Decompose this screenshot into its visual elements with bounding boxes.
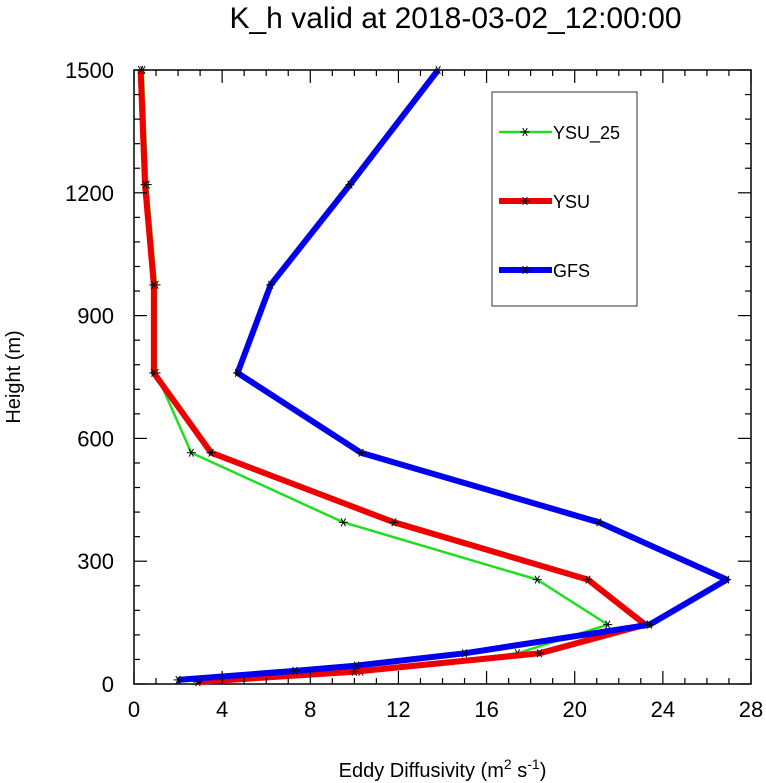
data-point-ysu (149, 368, 159, 378)
data-point-gfs (345, 180, 355, 189)
y-axis: 0 300 600 900 1200 1500 (65, 58, 751, 697)
x-axis-label-sup2: -1 (527, 756, 540, 772)
marker-stroke (522, 196, 528, 206)
plot-border (133, 69, 752, 685)
marker-stroke (151, 280, 157, 290)
marker-stroke (358, 448, 364, 457)
data-point-ysu-25 (603, 620, 613, 629)
x-tick-label: 12 (386, 697, 410, 722)
x-axis: 0 4 8 12 16 20 24 28 (128, 70, 763, 722)
data-point-ysu-25 (186, 448, 196, 457)
legend-marker-ysu (520, 196, 530, 206)
marker-stroke (151, 368, 157, 378)
marker-stroke (522, 127, 528, 137)
x-axis-label-end: ) (540, 760, 547, 782)
data-point-ysu (149, 280, 159, 290)
series-line-gfs (177, 68, 730, 683)
marker-stroke (142, 180, 148, 189)
marker-stroke (724, 575, 730, 584)
x-tick-label: 16 (474, 697, 498, 722)
marker-stroke (234, 368, 241, 378)
data-point-ysu-25 (532, 575, 542, 584)
marker-stroke (340, 518, 347, 527)
marker-stroke (208, 448, 214, 457)
marker-stroke (605, 620, 611, 629)
marker-stroke (353, 661, 360, 670)
data-point-gfs (460, 649, 470, 658)
data-point-gfs (233, 368, 243, 378)
x-tick-label: 28 (739, 697, 763, 722)
data-point-ysu (206, 448, 216, 457)
legend-marker-ysu-25 (520, 127, 530, 137)
marker-stroke (347, 180, 353, 189)
y-tick-label: 1500 (65, 58, 114, 83)
data-point-gfs (290, 666, 300, 676)
marker-stroke (188, 448, 194, 457)
x-tick-label: 4 (216, 697, 228, 722)
data-point-gfs (433, 65, 443, 75)
marker-stroke (351, 667, 358, 676)
x-axis-label: Eddy Diffusivity (m2 s-1) (339, 756, 547, 782)
y-tick-label: 300 (77, 549, 114, 574)
data-point-gfs (266, 280, 276, 290)
data-point-gfs (594, 518, 604, 527)
legend-marker-gfs (520, 265, 530, 275)
legend-label-gfs: GFS (553, 261, 590, 281)
marker-stroke (534, 575, 540, 584)
data-point-ysu (534, 649, 544, 658)
data-point-gfs (722, 575, 732, 584)
marker-stroke (435, 65, 441, 75)
data-point-gfs (645, 620, 655, 629)
marker-stroke (522, 265, 528, 275)
data-point-ysu (349, 667, 359, 676)
marker-stroke (461, 649, 468, 658)
marker-stroke (585, 575, 591, 584)
x-axis-label-sup1: 2 (504, 756, 512, 772)
x-axis-label-mid: s (512, 760, 528, 782)
chart-title: K_h valid at 2018-03-02_12:00:00 (229, 2, 681, 35)
legend-label-ysu: YSU (553, 192, 590, 212)
legend: YSU_25 YSU GFS (491, 91, 638, 307)
marker-stroke (292, 666, 298, 676)
data-point-ysu (389, 518, 399, 527)
data-point-ysu (583, 575, 593, 584)
marker-stroke (536, 649, 543, 658)
y-tick-label: 900 (77, 304, 114, 329)
y-tick-label: 1200 (65, 181, 114, 206)
y-tick-label: 600 (77, 426, 114, 451)
x-tick-label: 20 (562, 697, 586, 722)
data-point-gfs (356, 448, 366, 457)
marker-stroke (646, 620, 653, 629)
marker-stroke (596, 518, 602, 527)
y-tick-label: 0 (102, 672, 114, 697)
marker-stroke (267, 280, 274, 290)
marker-stroke (391, 518, 397, 527)
x-axis-label-main: Eddy Diffusivity (m (339, 760, 504, 782)
series-layer (136, 65, 732, 687)
x-tick-label: 0 (128, 697, 140, 722)
data-point-ysu-25 (338, 518, 348, 527)
data-point-gfs (352, 661, 362, 670)
x-tick-label: 24 (651, 697, 675, 722)
legend-label-ysu-25: YSU_25 (553, 123, 620, 144)
x-tick-label: 8 (304, 697, 316, 722)
y-axis-label: Height (m) (3, 330, 25, 423)
plot-frame (133, 69, 752, 685)
data-point-ysu (140, 180, 150, 189)
